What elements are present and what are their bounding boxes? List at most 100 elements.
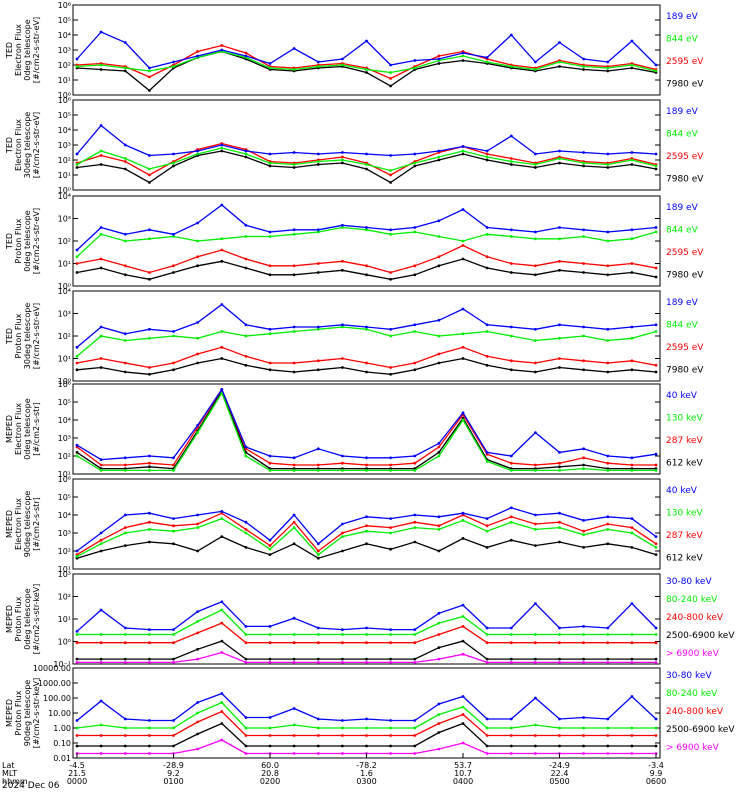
data-point — [220, 48, 224, 52]
x-tick-hhmm: 0400 — [453, 777, 473, 786]
legend-entry: 189 eV — [666, 203, 699, 213]
y-axis-label: 0deg telescope — [23, 210, 32, 271]
data-point — [75, 354, 79, 358]
legend-entry: 130 keV — [666, 509, 703, 519]
data-point — [244, 54, 248, 58]
data-point — [558, 726, 561, 730]
data-point — [220, 237, 224, 241]
data-point — [196, 711, 200, 715]
data-point — [534, 152, 537, 156]
y-tick-label: 10² — [58, 547, 71, 556]
data-point — [485, 744, 489, 748]
data-point — [148, 181, 151, 184]
y-axis-label: TED — [5, 137, 14, 154]
data-point — [341, 454, 344, 458]
data-point — [220, 510, 224, 513]
data-point — [582, 716, 585, 719]
data-point — [365, 327, 368, 331]
data-point — [654, 542, 658, 546]
data-point — [148, 66, 151, 70]
data-point — [244, 155, 248, 159]
data-point — [148, 89, 151, 92]
data-point — [558, 657, 561, 661]
data-point — [148, 657, 151, 661]
data-point — [437, 528, 441, 531]
data-point — [534, 602, 537, 605]
data-point — [365, 633, 368, 636]
data-point — [341, 531, 344, 535]
data-point — [268, 161, 272, 165]
data-point — [630, 228, 634, 232]
data-point — [292, 228, 296, 232]
x-tick-lat: 60.0 — [261, 761, 279, 770]
data-point — [148, 277, 151, 281]
data-point — [437, 549, 441, 553]
data-point — [220, 651, 224, 654]
data-point — [437, 621, 441, 625]
y-tick-label: 10¹ — [58, 565, 71, 574]
y-tick-label: 10⁰ — [58, 282, 71, 291]
data-point — [148, 726, 151, 730]
data-point — [148, 454, 151, 458]
data-point — [220, 517, 224, 520]
panel-frame — [72, 478, 661, 570]
data-point — [123, 332, 127, 336]
data-point — [99, 463, 103, 467]
y-tick-label: 10⁶ — [58, 1, 71, 10]
data-point — [485, 524, 489, 528]
data-point — [413, 226, 417, 229]
data-point — [558, 469, 561, 472]
data-point — [534, 463, 537, 467]
data-point — [630, 163, 634, 166]
data-point — [123, 361, 127, 365]
y-tick-label: 10³ — [58, 529, 71, 538]
data-point — [172, 60, 175, 64]
data-point — [630, 151, 634, 154]
data-point — [341, 469, 344, 472]
data-point — [268, 235, 272, 238]
x-tick-mlt: 21.5 — [68, 769, 86, 778]
data-point — [292, 641, 296, 645]
y-axis-label: TED — [5, 233, 14, 250]
data-point — [172, 641, 175, 645]
data-point — [485, 657, 489, 661]
data-point — [148, 173, 151, 177]
data-point — [123, 157, 127, 160]
data-point — [606, 726, 610, 730]
data-point — [654, 469, 658, 472]
data-point — [509, 506, 513, 510]
legend-entry: 80-240 keV — [666, 595, 718, 605]
data-point — [389, 463, 392, 467]
data-point — [75, 166, 79, 169]
y-tick-label: 10² — [58, 593, 71, 602]
data-point — [365, 524, 368, 528]
data-point — [99, 641, 103, 645]
data-point — [292, 526, 296, 529]
data-point — [341, 628, 344, 631]
data-point — [413, 66, 417, 70]
y-axis-label: 90deg telescope — [23, 680, 32, 747]
data-point — [341, 744, 344, 748]
legend-entry: 2500-6900 keV — [666, 631, 735, 641]
data-point — [485, 152, 489, 156]
data-point — [606, 239, 610, 243]
data-point — [365, 463, 368, 467]
x-tick-hhmm: 0100 — [163, 777, 183, 786]
data-point — [244, 323, 248, 327]
panel-frame — [72, 667, 661, 759]
data-point — [534, 230, 537, 234]
data-point — [220, 535, 224, 538]
data-point — [437, 442, 441, 445]
data-point — [534, 370, 537, 374]
data-point — [630, 463, 634, 467]
data-point — [389, 641, 392, 645]
data-point — [437, 62, 441, 65]
data-point — [509, 752, 513, 755]
data-point — [413, 719, 417, 722]
data-point — [654, 553, 658, 556]
data-point — [75, 451, 79, 454]
data-point — [630, 158, 634, 162]
data-point — [485, 661, 489, 664]
x-tick-mlt: 10.7 — [454, 769, 472, 778]
